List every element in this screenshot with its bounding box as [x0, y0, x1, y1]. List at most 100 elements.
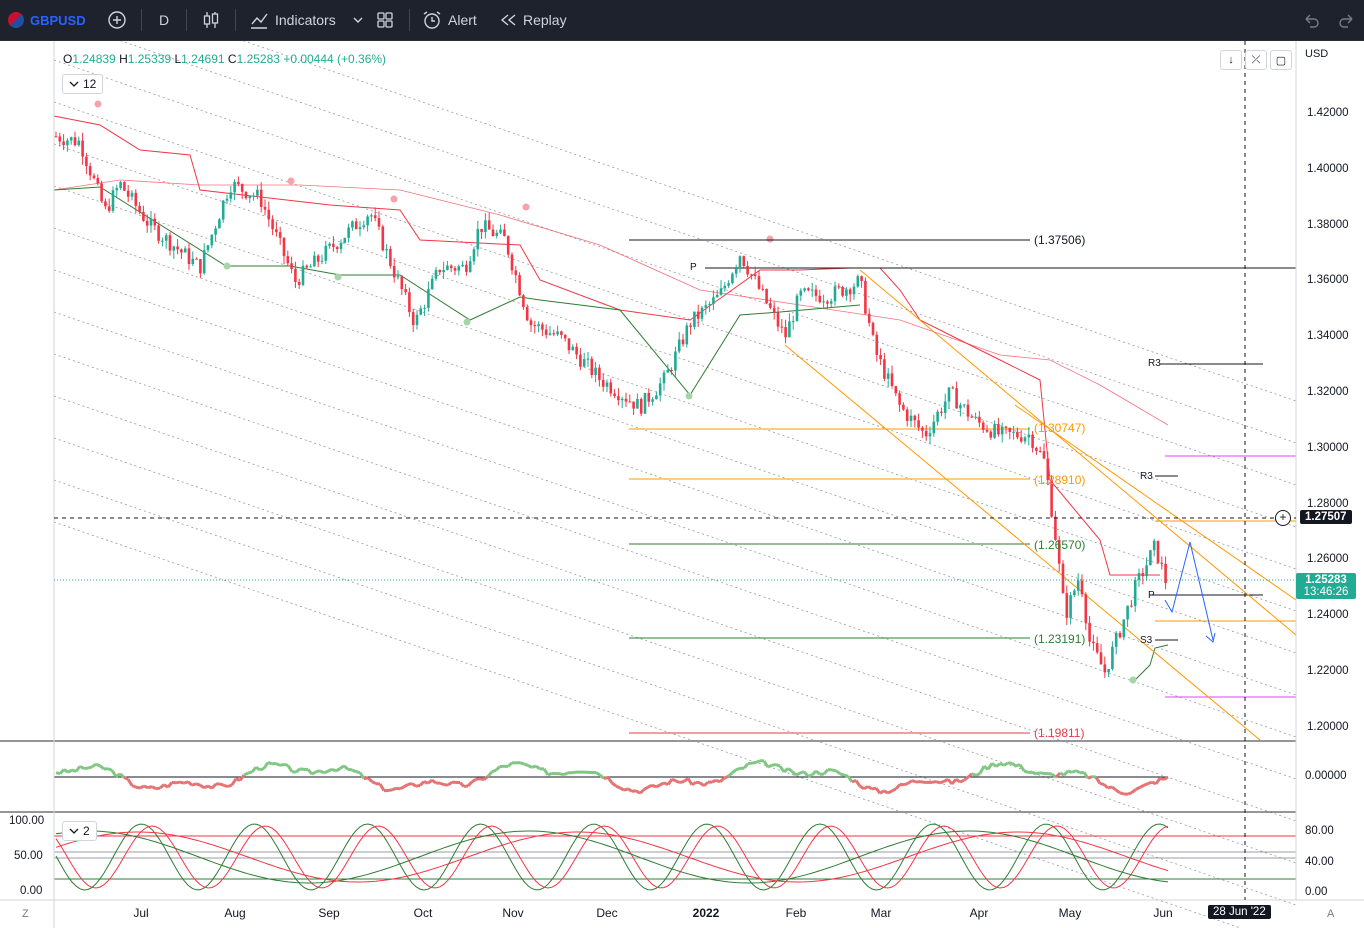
undo-button[interactable] [1302, 0, 1320, 40]
candle-body [305, 265, 309, 268]
osc-segment [751, 761, 757, 765]
osc-segment [131, 784, 137, 789]
templates-button[interactable] [376, 0, 394, 40]
candle-body [339, 242, 343, 250]
candle-body [480, 228, 483, 233]
osc-segment [1131, 788, 1137, 794]
candle-body [453, 268, 457, 271]
candle-body [472, 249, 476, 262]
candle-body [446, 265, 449, 271]
candle-body [172, 246, 176, 251]
osc-segment [247, 770, 253, 775]
timezone-button[interactable]: Z [22, 908, 29, 920]
osc-segment [879, 789, 885, 795]
osc-segment [203, 784, 209, 790]
candle-body [313, 255, 316, 267]
candle-body [309, 266, 312, 268]
candle-body [696, 311, 700, 319]
stoch-collapse-button[interactable]: 2 [62, 821, 97, 841]
currency-label[interactable]: USD [1305, 48, 1329, 60]
osc-segment [919, 780, 925, 784]
candle-body [468, 261, 472, 272]
pane-collapse-button[interactable]: ⤫ [1245, 50, 1267, 70]
price-chart[interactable] [0, 41, 1364, 928]
redo-button[interactable] [1338, 0, 1356, 40]
candle-body [411, 312, 415, 326]
alert-button[interactable]: Alert [422, 0, 477, 40]
channel-line [53, 311, 1297, 738]
candle-body [419, 308, 423, 315]
pane-move-down-button[interactable]: ↓ [1220, 50, 1242, 70]
osc-segment [955, 778, 961, 784]
osc-segment [431, 778, 437, 785]
candle-body [898, 393, 901, 405]
osc-segment [991, 762, 997, 768]
supertrend-line [53, 115, 1160, 576]
symbol-search[interactable]: GBPUSD [8, 0, 86, 40]
trend-line [784, 344, 1261, 741]
interval-button[interactable]: D [159, 0, 169, 40]
candle-body [1012, 431, 1015, 433]
pane-maximize-button[interactable]: ▢ [1270, 50, 1292, 70]
time-axis-label: Jul [133, 906, 149, 920]
osc-segment [638, 788, 646, 795]
candle-body [58, 136, 62, 142]
price-axis-label: 1.32000 [1307, 386, 1349, 398]
candle-body [693, 311, 696, 327]
candles-icon [203, 12, 219, 28]
candle-body [484, 220, 487, 233]
candle-body [845, 289, 848, 296]
osc-segment [458, 781, 466, 788]
candle-body [548, 333, 552, 335]
osc-segment [283, 762, 289, 767]
candle-body [415, 314, 419, 326]
candle-body [799, 290, 803, 296]
candle-body [1103, 664, 1107, 673]
candle-body [544, 329, 548, 335]
compare-button[interactable] [107, 0, 127, 40]
osc-segment [611, 781, 617, 788]
auto-scale-button[interactable]: A [1327, 908, 1335, 920]
osc-segment [486, 770, 494, 778]
osc-segment [571, 770, 577, 775]
candle-body [1073, 590, 1076, 596]
alarm-clock-icon [423, 11, 441, 29]
add-alert-plus-icon[interactable]: + [1275, 510, 1291, 526]
candle-body [438, 269, 442, 273]
candle-body [1023, 437, 1027, 442]
candle-body [1114, 632, 1118, 647]
candle-body [1133, 579, 1137, 606]
high-label: H [119, 52, 128, 66]
osc-segment [787, 767, 793, 773]
indicators-button[interactable]: Indicators [249, 0, 364, 40]
osc-segment [58, 768, 66, 775]
osc-segment [99, 764, 105, 771]
candle-body [917, 420, 920, 428]
osc-segment [971, 772, 977, 777]
osc-segment [1062, 769, 1070, 777]
candle-body [757, 276, 761, 289]
osc-segment [718, 777, 726, 783]
replay-button[interactable]: Replay [499, 0, 567, 40]
swing-high-marker [94, 100, 102, 108]
price-axis-label: 1.40000 [1307, 162, 1349, 175]
osc-segment [175, 780, 181, 785]
candle-body [605, 382, 609, 387]
osc-segment [863, 785, 869, 791]
candle-body [157, 225, 160, 241]
osc-segment [491, 768, 497, 774]
osc-segment [755, 759, 761, 764]
candle-body [214, 228, 217, 235]
trend-line [1014, 404, 1297, 601]
chart-type-button[interactable] [202, 0, 220, 40]
osc-segment [275, 762, 281, 767]
osc-segment [790, 770, 798, 777]
candle-body [700, 307, 704, 319]
low-label: L [174, 52, 182, 66]
osc-segment [183, 780, 189, 785]
bar-countdown: 13:46:26 [1303, 586, 1349, 598]
osc-segment [727, 771, 733, 778]
candle-body [628, 401, 632, 403]
osc-segment [659, 781, 665, 787]
indicators-collapse-button[interactable]: 12 [62, 74, 104, 94]
